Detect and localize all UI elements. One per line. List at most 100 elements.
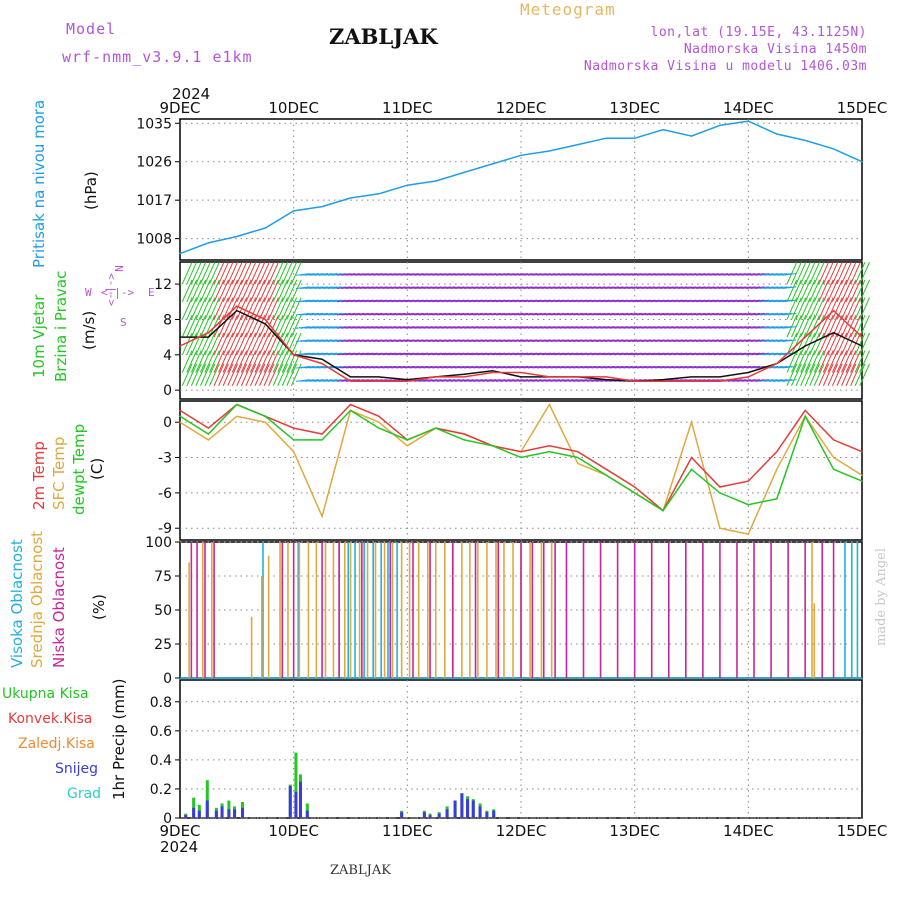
wind-barb <box>495 299 510 303</box>
wind-barb <box>791 315 802 338</box>
wind-barb <box>491 339 506 343</box>
wind-barb <box>405 273 420 276</box>
wind-barb <box>227 297 239 320</box>
wind-barb <box>423 299 438 303</box>
wind-barb <box>495 273 510 276</box>
time-label-top: 13DEC <box>609 99 660 117</box>
wind-barb <box>245 279 257 302</box>
precip-tick-label: 0 <box>163 811 172 827</box>
dewpt-line-point <box>207 433 210 435</box>
wind-barb <box>377 286 392 290</box>
wind-barb <box>768 352 783 356</box>
wind-barb <box>691 339 706 343</box>
wind-barb <box>245 363 257 386</box>
wind-barb <box>477 312 492 316</box>
wind-barb <box>822 350 834 373</box>
wind-barb <box>491 352 506 356</box>
dewpt-line-point <box>861 480 863 482</box>
wind-barb <box>354 326 370 329</box>
compass-s: S <box>120 316 127 329</box>
wind-barb <box>418 379 433 382</box>
wind-barb <box>550 352 565 356</box>
wind-barb <box>527 312 542 316</box>
wind-barb <box>405 352 420 356</box>
wind-barb <box>545 339 560 343</box>
wind-barb <box>500 352 515 356</box>
wind-barb <box>272 297 284 320</box>
wind-barb <box>468 286 483 290</box>
wind-barb <box>400 299 415 303</box>
wind-barb <box>550 339 565 343</box>
wind-barb <box>800 261 811 285</box>
wind-barb <box>209 279 220 302</box>
wind-barb <box>573 365 588 369</box>
wind-barb <box>259 350 270 373</box>
year-top: 2024 <box>172 85 211 103</box>
wind-barb <box>382 339 397 343</box>
wind-barb <box>240 332 252 356</box>
wind-barb <box>527 299 542 303</box>
wind-barb <box>345 352 360 356</box>
wind-barb <box>736 352 751 356</box>
wind-barb <box>359 286 374 290</box>
wind-barb <box>304 339 319 343</box>
wind-barb <box>263 279 275 302</box>
wind-barb <box>364 299 379 303</box>
wind-barb <box>245 261 257 285</box>
time-label-top: 11DEC <box>382 99 433 117</box>
precip-snow-bar <box>205 800 209 818</box>
wind-barb <box>741 339 756 343</box>
wind-barb <box>345 273 360 276</box>
wind-barb <box>705 312 720 316</box>
wind-barb <box>705 339 720 343</box>
wind-barb <box>432 312 447 316</box>
wind-barb <box>473 379 488 382</box>
wind-barb <box>236 332 248 356</box>
wind-barb <box>673 326 688 329</box>
wind-barb <box>586 273 601 276</box>
wind-barb <box>309 299 324 303</box>
wind-barb <box>668 339 683 343</box>
wind-barb <box>250 261 261 285</box>
wind-barb <box>764 379 779 382</box>
wind-barb <box>373 326 388 329</box>
wind-barb <box>450 326 465 329</box>
wind-barb <box>605 326 620 329</box>
wind-barb <box>732 273 747 276</box>
wind-barb <box>304 299 319 303</box>
wind-barb <box>695 273 711 276</box>
wind-barb <box>586 326 601 329</box>
wind-barb <box>204 261 216 285</box>
wind-barb <box>609 299 624 303</box>
wind-barb <box>818 350 830 373</box>
wind-barb <box>723 352 738 356</box>
wind-barb <box>718 312 733 316</box>
wind-barb <box>523 339 538 343</box>
wind-barb <box>577 326 592 329</box>
wind-barb <box>582 273 597 276</box>
wind-barb <box>495 326 510 329</box>
wind-barb <box>386 339 401 343</box>
dewpt-line-point <box>719 492 721 494</box>
wind-speed-line-point <box>520 376 522 378</box>
wind-barb <box>573 286 588 290</box>
wind-barb <box>595 326 610 329</box>
wind-barb <box>609 326 624 329</box>
wind-barb <box>250 350 261 373</box>
time-label-top: 9DEC <box>159 99 200 117</box>
wind-speed-line-point <box>179 336 181 338</box>
wind-barb <box>768 365 783 369</box>
wind-barb <box>509 286 524 290</box>
wind-barb <box>755 352 770 356</box>
wind-barb <box>318 326 333 329</box>
wind-barb <box>577 365 592 369</box>
wind-barb <box>618 299 633 303</box>
wind-barb <box>423 339 438 343</box>
temp-tick-label: -9 <box>158 521 172 537</box>
wind-barb <box>773 326 788 329</box>
wind-barb <box>405 365 420 369</box>
wind-barb <box>281 350 293 373</box>
wind-barb <box>323 286 338 290</box>
wind-barb <box>486 379 501 382</box>
wind-barb <box>605 286 620 290</box>
